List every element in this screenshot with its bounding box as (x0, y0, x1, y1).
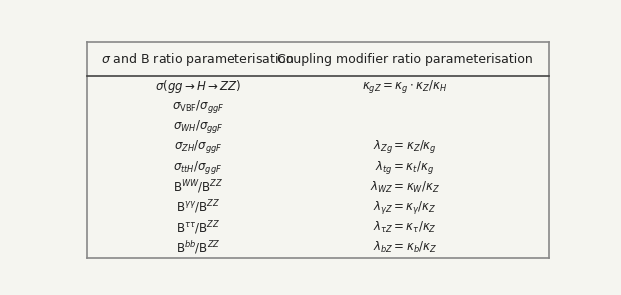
Text: $\kappa_{gZ} = \kappa_g \cdot \kappa_Z/\kappa_H$: $\kappa_{gZ} = \kappa_g \cdot \kappa_Z/\… (362, 78, 448, 95)
Text: $\lambda_{tg} = \kappa_t/\kappa_g$: $\lambda_{tg} = \kappa_t/\kappa_g$ (376, 159, 434, 176)
Text: $\mathrm{B}^{bb}/\mathrm{B}^{ZZ}$: $\mathrm{B}^{bb}/\mathrm{B}^{ZZ}$ (176, 240, 220, 256)
Text: Coupling modifier ratio parameterisation: Coupling modifier ratio parameterisation (277, 53, 533, 66)
Text: $\lambda_{WZ} = \kappa_W/\kappa_Z$: $\lambda_{WZ} = \kappa_W/\kappa_Z$ (370, 180, 440, 195)
Text: $\sigma_{ttH}/\sigma_{ggF}$: $\sigma_{ttH}/\sigma_{ggF}$ (173, 159, 222, 176)
Text: $\mathrm{B}^{\gamma\gamma}/\mathrm{B}^{ZZ}$: $\mathrm{B}^{\gamma\gamma}/\mathrm{B}^{Z… (176, 199, 220, 216)
Text: $\sigma_{ZH}/\sigma_{ggF}$: $\sigma_{ZH}/\sigma_{ggF}$ (174, 138, 222, 155)
Text: $\mathrm{B}^{WW}/\mathrm{B}^{ZZ}$: $\mathrm{B}^{WW}/\mathrm{B}^{ZZ}$ (173, 178, 223, 196)
Text: $\mathrm{B}^{\tau\tau}/\mathrm{B}^{ZZ}$: $\mathrm{B}^{\tau\tau}/\mathrm{B}^{ZZ}$ (176, 219, 220, 237)
Text: $\sigma_{WH}/\sigma_{ggF}$: $\sigma_{WH}/\sigma_{ggF}$ (173, 118, 224, 135)
Text: $\sigma_{\mathrm{VBF}}/\sigma_{ggF}$: $\sigma_{\mathrm{VBF}}/\sigma_{ggF}$ (171, 98, 224, 115)
Text: $\sigma$ and B ratio parameterisation: $\sigma$ and B ratio parameterisation (101, 51, 294, 68)
Text: $\lambda_{bZ} = \kappa_b/\kappa_Z$: $\lambda_{bZ} = \kappa_b/\kappa_Z$ (373, 240, 437, 255)
Text: $\lambda_{\gamma Z} = \kappa_\gamma/\kappa_Z$: $\lambda_{\gamma Z} = \kappa_\gamma/\kap… (373, 199, 437, 216)
Text: $\lambda_{\tau Z} = \kappa_\tau/\kappa_Z$: $\lambda_{\tau Z} = \kappa_\tau/\kappa_Z… (373, 220, 437, 235)
Text: $\lambda_{Zg} = \kappa_Z/\kappa_g$: $\lambda_{Zg} = \kappa_Z/\kappa_g$ (373, 138, 437, 155)
Text: $\sigma(gg \rightarrow H \rightarrow ZZ)$: $\sigma(gg \rightarrow H \rightarrow ZZ)… (155, 78, 241, 95)
